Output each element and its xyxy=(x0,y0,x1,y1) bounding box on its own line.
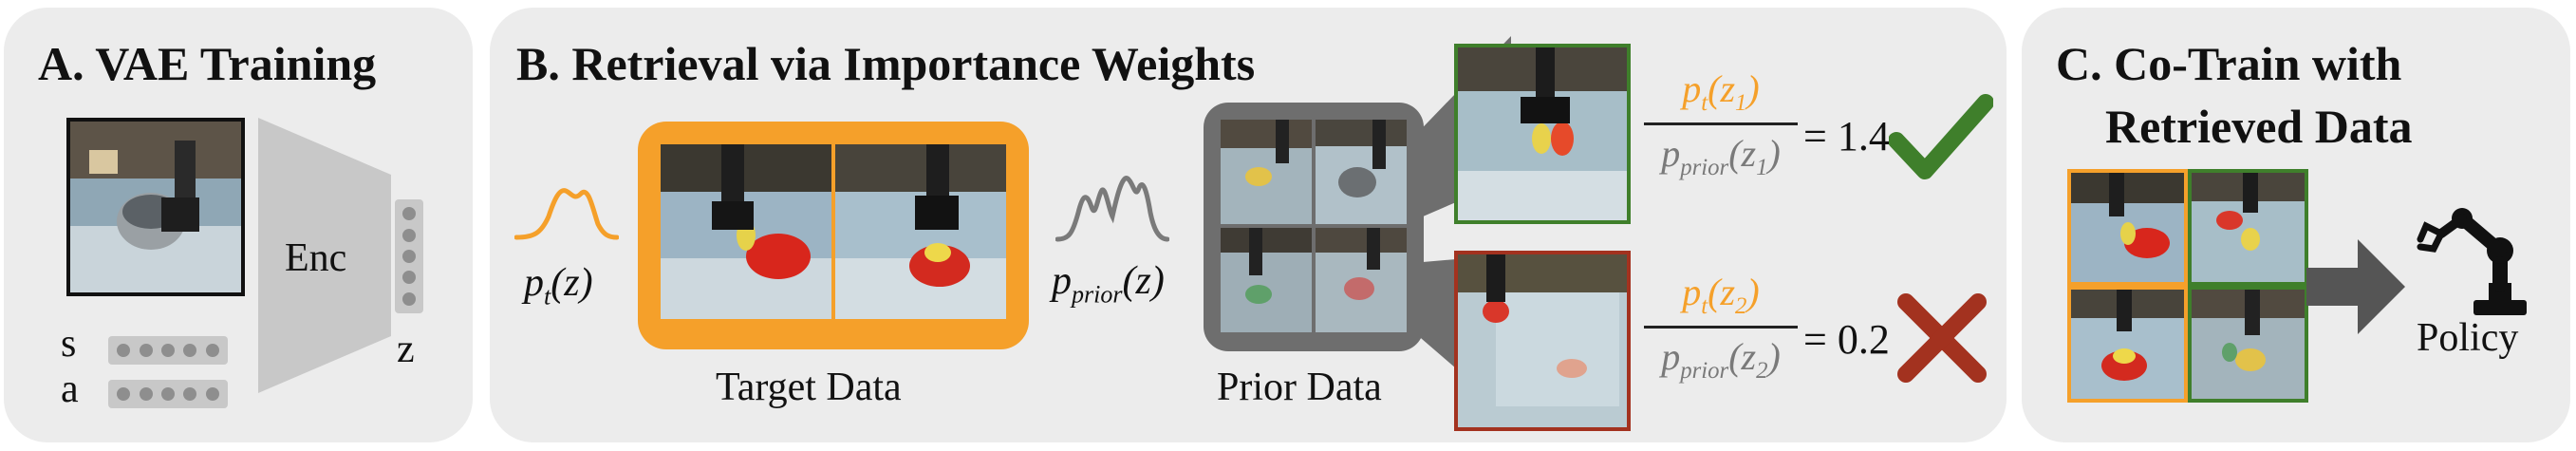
target-data-caption: Target Data xyxy=(716,366,902,409)
panel-co-train: C. Co-Train with Retrieved Data xyxy=(2022,8,2570,442)
prior-distribution-curve xyxy=(1055,171,1169,247)
state-vector xyxy=(108,336,228,365)
target-image-2 xyxy=(835,144,1006,319)
importance-weight-2: pt(z2) pprior(z2) xyxy=(1644,270,1798,385)
panel-a-title: A. VAE Training xyxy=(38,37,377,90)
weight-2-value: = 0.2 xyxy=(1803,316,1890,363)
prior-distribution-label: pprior(z) xyxy=(1052,259,1165,309)
weight-1-numerator: pt(z1) xyxy=(1682,67,1760,116)
panel-vae-training: A. VAE Training Enc z s a xyxy=(4,8,473,442)
prior-image-3 xyxy=(1221,228,1312,332)
panel-retrieval: B. Retrieval via Importance Weights pt(z… xyxy=(490,8,2007,442)
weight-1-value: = 1.4 xyxy=(1803,113,1890,160)
checkmark-icon xyxy=(1889,91,1993,186)
retrieved-sample-accepted xyxy=(1454,44,1631,224)
cotrain-target-image-1 xyxy=(2067,169,2188,286)
retrieved-sample-rejected xyxy=(1454,251,1631,431)
robot-arm-icon xyxy=(2407,197,2532,321)
cotrain-target-image-2 xyxy=(2067,286,2188,403)
train-arrow-icon xyxy=(2306,239,2405,334)
target-distribution-curve xyxy=(514,179,619,245)
weight-2-numerator: pt(z2) xyxy=(1682,271,1760,319)
weight-1-denominator: pprior(z1) xyxy=(1661,132,1781,180)
prior-image-4 xyxy=(1316,228,1407,332)
policy-label: Policy xyxy=(2417,316,2519,360)
vae-input-image xyxy=(66,118,245,296)
target-distribution-label: pt(z) xyxy=(524,261,593,310)
panel-c-title-line1: C. Co-Train with xyxy=(2056,37,2402,90)
prior-image-2 xyxy=(1316,120,1407,224)
cross-icon xyxy=(1896,292,1988,384)
action-label: a xyxy=(61,367,79,411)
target-image-1 xyxy=(661,144,831,319)
prior-image-1 xyxy=(1221,120,1312,224)
latent-vector xyxy=(395,199,423,313)
weight-2-denominator: pprior(z2) xyxy=(1661,335,1781,384)
cotrain-retrieved-image-1 xyxy=(2188,169,2308,286)
latent-label: z xyxy=(397,328,415,371)
encoder-block xyxy=(258,118,391,393)
cotrain-retrieved-image-2 xyxy=(2188,286,2308,403)
panel-c-title-line2: Retrieved Data xyxy=(2105,100,2413,153)
encoder-label: Enc xyxy=(285,236,347,280)
prior-data-caption: Prior Data xyxy=(1217,366,1382,409)
panel-b-title: B. Retrieval via Importance Weights xyxy=(516,37,1256,90)
co-train-dataset-grid xyxy=(2067,169,2308,403)
action-vector xyxy=(108,380,228,408)
importance-weight-1: pt(z1) pprior(z1) xyxy=(1644,66,1798,181)
state-label: s xyxy=(61,322,77,366)
